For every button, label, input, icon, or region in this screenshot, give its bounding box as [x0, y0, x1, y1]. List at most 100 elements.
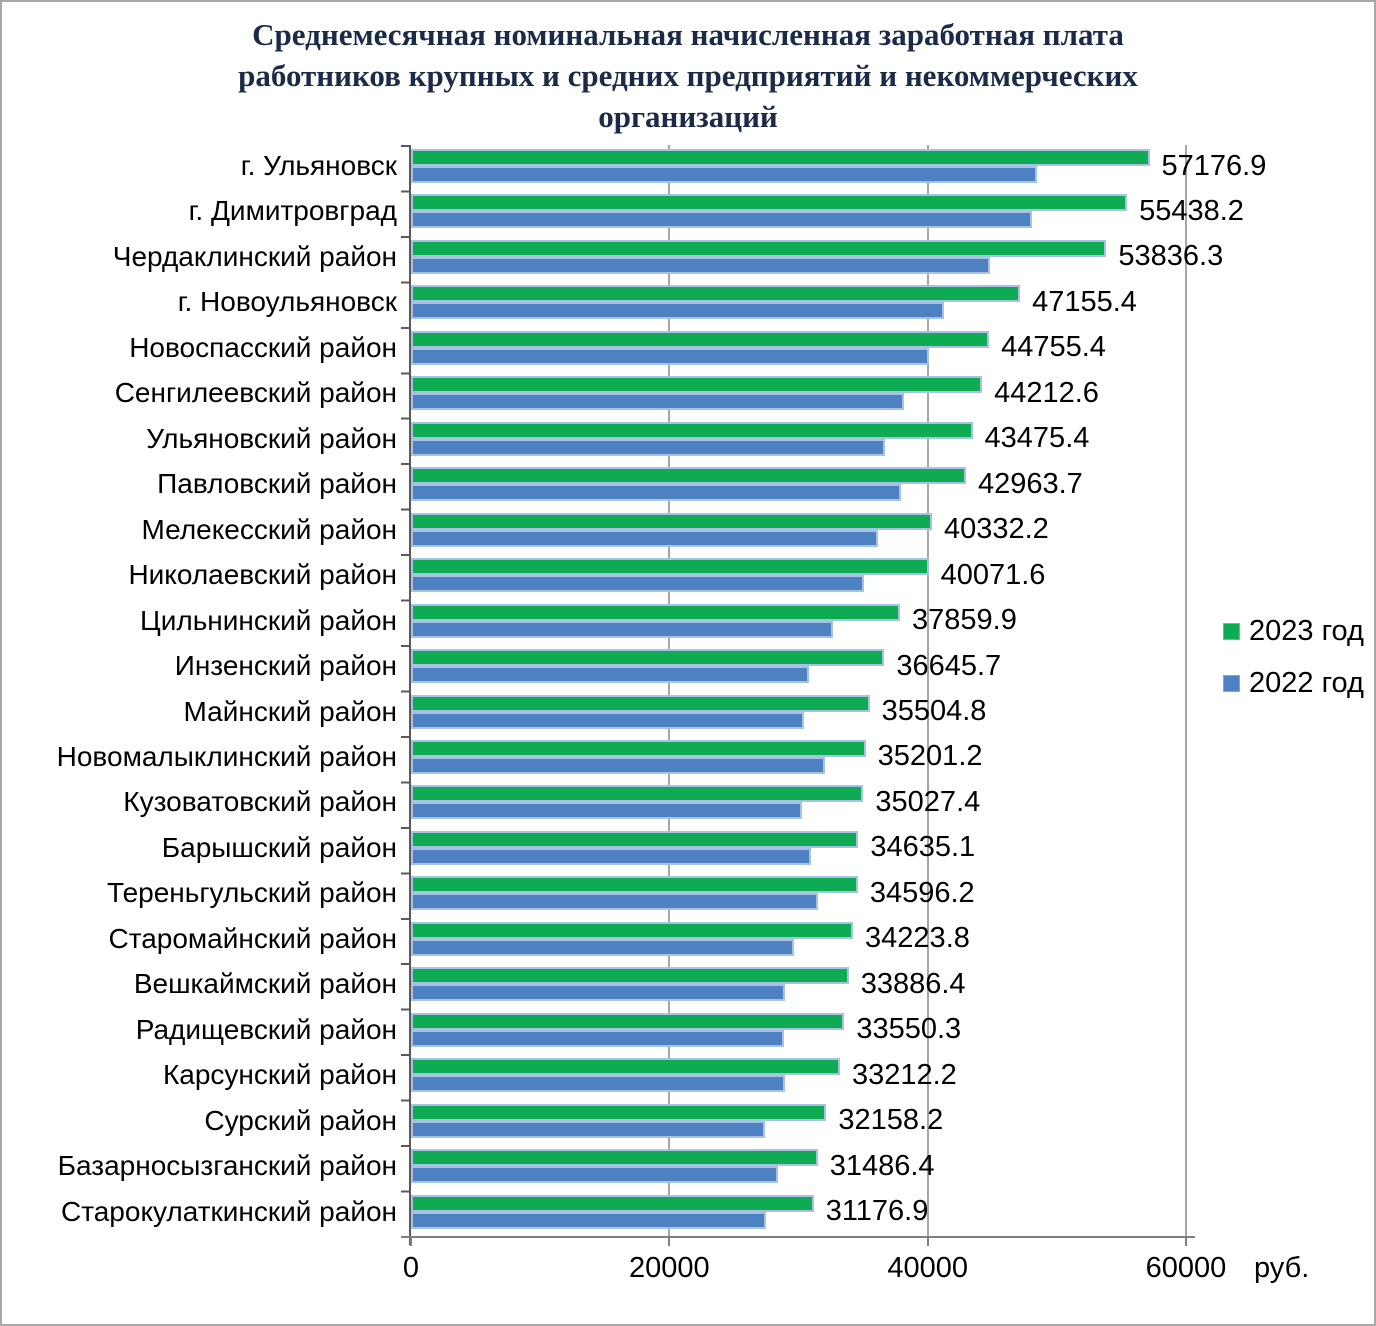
chart-row-11: Инзенский район 36645.7: [175, 645, 1186, 690]
chart-row-16: Тереньгульский район 34596.2: [107, 872, 1186, 917]
category-label: Чердаклинский район: [112, 240, 397, 272]
bar-2022: [411, 302, 945, 320]
category-axis-line: [409, 145, 411, 1245]
category-label: Барышский район: [161, 831, 397, 863]
bar-2022: [411, 756, 825, 774]
value-label: 33550.3: [856, 1013, 962, 1046]
bar-2023: [411, 467, 966, 485]
value-label: 35201.2: [877, 740, 983, 773]
value-label: 32158.2: [838, 1104, 944, 1137]
category-label: Сенгилеевский район: [114, 377, 397, 409]
bar-2023: [411, 967, 849, 985]
value-axis-tick-label-0: 0: [402, 1252, 420, 1284]
bar-2023: [411, 830, 859, 848]
bar-2023: [411, 1012, 845, 1030]
gridline-60000: [1185, 145, 1187, 1236]
value-label: 44755.4: [1001, 331, 1106, 364]
bar-2023: [411, 649, 885, 667]
chart-title-line-2: работников крупных и средних предприятий…: [238, 58, 1138, 93]
chart-row-18: Вешкаймский район 33886.4: [134, 963, 1186, 1008]
chart-row-10: Цильнинский район 37859.9: [140, 600, 1186, 645]
category-label: Новоспасский район: [129, 331, 397, 363]
value-axis-tick-40000: [926, 1238, 929, 1246]
category-label: Старокулаткинский район: [61, 1195, 397, 1227]
plot-area: г. Ульяновск 57176.9 г. Димитровград 55438.…: [57, 145, 1309, 1284]
category-label: Цильнинский район: [140, 604, 397, 636]
bar-2022: [411, 575, 865, 593]
chart-row-6: Ульяновский район 43475.4: [146, 418, 1186, 463]
value-label: 44212.6: [994, 376, 1099, 409]
bar-2022: [411, 1120, 765, 1138]
value-label: 42963.7: [977, 467, 1083, 500]
chart-row-15: Барышский район 34635.1: [162, 827, 1186, 872]
legend-item-2022: 2022 год: [1223, 666, 1364, 700]
bar-2022: [411, 1211, 767, 1229]
chart-row-21: Сурский район 32158.2: [204, 1100, 1186, 1145]
legend-item-2023: 2023 год: [1223, 614, 1364, 648]
chart-row-19: Радищевский район 33550.3: [136, 1009, 1186, 1054]
legend-label: 2023 год: [1249, 614, 1364, 647]
value-label: 55438.2: [1139, 194, 1244, 227]
category-label: Новомалыклинский район: [56, 740, 397, 772]
bar-2023: [411, 876, 858, 894]
value-label: 40332.2: [943, 513, 1049, 546]
chart-row-7: Павловский район 42963.7: [157, 463, 1186, 508]
bar-2022: [411, 166, 1038, 183]
bar-2022: [411, 256, 990, 274]
chart-row-9: Николаевский район 40071.6: [128, 554, 1186, 599]
chart-title-line-3: организаций: [598, 99, 778, 134]
category-label: г. Димитровград: [188, 195, 397, 227]
chart-row-14: Кузоватовский район 35027.4: [123, 781, 1186, 826]
bar-2023: [411, 330, 990, 348]
value-axis-tick-label-20000: 20000: [629, 1252, 710, 1284]
bar-2023: [411, 603, 901, 621]
bar-2022: [411, 847, 812, 865]
category-label: Базарносызганский район: [57, 1150, 397, 1182]
bar-2023: [411, 239, 1107, 257]
bar-2022: [411, 1075, 785, 1093]
bar-2023: [411, 194, 1128, 212]
category-label: Кузоватовский район: [123, 786, 397, 818]
chart-title: Среднемесячная номинальная начисленная з…: [2, 14, 1374, 137]
chart-row-13: Новомалыклинский район 35201.2: [57, 736, 1186, 781]
chart-title-line-1: Среднемесячная номинальная начисленная з…: [252, 17, 1124, 52]
value-label: 43475.4: [984, 422, 1090, 455]
category-label: Вешкаймский район: [133, 968, 397, 1000]
value-label: 34635.1: [870, 831, 976, 864]
legend-label: 2022 год: [1249, 666, 1364, 699]
gridline-20000: [668, 145, 671, 1236]
legend: 2023 год 2022 год: [1223, 614, 1364, 700]
category-label: Мелекесский район: [141, 513, 397, 545]
bar-2023: [411, 694, 870, 712]
bar-2023: [411, 421, 973, 439]
value-axis-tick-label-40000: 40000: [887, 1252, 968, 1284]
category-label: Старомайнский район: [108, 922, 397, 954]
bar-2022: [411, 1029, 785, 1047]
category-label: Ульяновский район: [146, 422, 397, 454]
bar-2022: [411, 938, 794, 956]
bar-2022: [411, 620, 834, 638]
category-label: Радищевский район: [135, 1013, 397, 1045]
bar-2023: [411, 285, 1021, 303]
value-label: 37859.9: [912, 604, 1017, 637]
value-axis-tick-60000: [1185, 1238, 1187, 1246]
chart-row-1: г. Димитровград 55438.2: [189, 190, 1244, 235]
axis-unit-label: руб.: [1254, 1252, 1310, 1284]
bar-2022: [411, 666, 809, 684]
value-label: 33886.4: [860, 967, 966, 1000]
bar-2023: [411, 1194, 814, 1212]
value-label: 36645.7: [896, 649, 1002, 682]
value-label: 35504.8: [881, 695, 987, 727]
category-label: Карсунский район: [162, 1059, 397, 1091]
chart-row-20: Карсунский район 33212.2: [163, 1054, 1186, 1099]
value-axis-tick-0: [410, 1238, 412, 1246]
bar-2022: [411, 893, 818, 911]
value-axis-tick-20000: [668, 1238, 671, 1246]
bar-2023: [411, 921, 854, 939]
value-label: 47155.4: [1032, 285, 1137, 318]
bar-2023: [411, 512, 932, 530]
chart-row-8: Мелекесский район 40332.2: [142, 509, 1186, 554]
category-label: г. Новоульяновск: [177, 286, 397, 318]
chart-row-17: Старомайнский район 34223.8: [108, 918, 1186, 963]
category-label: Тереньгульский район: [107, 877, 397, 909]
